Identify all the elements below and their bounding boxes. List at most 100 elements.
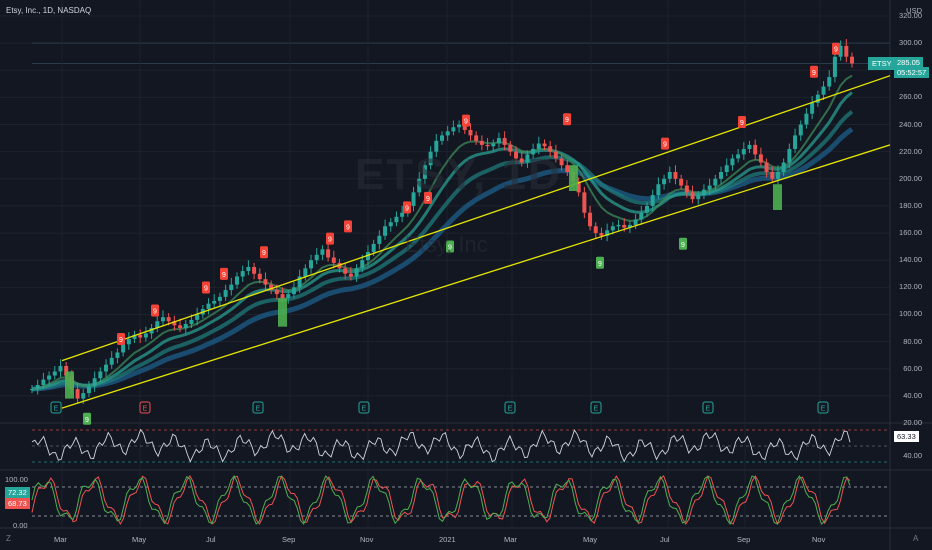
candle-body: [627, 224, 632, 228]
price-label: 120.00: [899, 282, 922, 292]
sell-signal-marker: [220, 267, 228, 280]
candle-body: [764, 162, 769, 173]
candle-body: [434, 140, 439, 152]
time-label: Nov: [812, 535, 826, 544]
candle-body: [132, 334, 137, 339]
earnings-marker: [358, 401, 370, 414]
earnings-marker: [817, 401, 829, 414]
sell-count-label: 9: [204, 285, 208, 292]
candle-body: [633, 219, 638, 225]
candle-body: [793, 135, 798, 149]
candle-body: [143, 333, 148, 338]
candle-body: [286, 294, 291, 299]
sell-count-label: 9: [346, 224, 350, 231]
candle-body: [650, 195, 655, 206]
candle-body: [64, 366, 69, 376]
candle-body: [576, 181, 581, 193]
price-label: 20.00: [903, 418, 922, 427]
sell-signal-marker: [661, 137, 669, 150]
ema-band-3: [31, 91, 853, 391]
candle-body: [679, 178, 684, 186]
candle-body: [775, 172, 780, 179]
candle-body: [639, 212, 644, 220]
bar-countdown-tag: 05:52:57: [894, 67, 930, 78]
earnings-label: E: [256, 406, 261, 413]
zoom-toggle-icon[interactable]: Z: [6, 534, 11, 543]
candle-body: [713, 178, 718, 186]
earnings-label: E: [821, 406, 826, 413]
candle-body: [138, 334, 143, 338]
earnings-marker: [252, 401, 264, 414]
candle-body: [109, 357, 114, 365]
price-label: 160.00: [899, 228, 922, 238]
candle-body: [542, 143, 547, 147]
candle-body: [548, 146, 553, 152]
candle-body: [41, 379, 46, 386]
candle-body: [240, 271, 245, 277]
candle-body: [326, 249, 331, 258]
candle-body: [838, 45, 843, 57]
time-label: Nov: [360, 535, 374, 544]
candle-body: [667, 172, 672, 179]
candle-body: [291, 287, 296, 295]
company-watermark: Etsy, Inc: [405, 232, 488, 257]
candle-body: [850, 56, 854, 64]
candle-body: [491, 143, 496, 147]
candle-body: [149, 328, 154, 334]
candle-body: [320, 249, 325, 255]
sell-signal-marker: [424, 191, 432, 204]
auto-scale-icon[interactable]: A: [913, 534, 919, 543]
sell-count-label: 9: [565, 117, 569, 124]
candle-body: [622, 224, 627, 228]
stoch-k-value-tag: 72.32: [5, 487, 30, 498]
candle-body: [229, 284, 234, 291]
symbol-watermark: ETSY, 1D: [355, 150, 562, 199]
candle-body: [104, 364, 109, 372]
candle-body: [309, 260, 314, 269]
candle-body: [155, 321, 160, 329]
candle-body: [496, 138, 501, 144]
earnings-label: E: [143, 406, 148, 413]
price-label: 100.00: [899, 309, 922, 319]
candle-body: [844, 45, 849, 57]
candle-body: [166, 317, 171, 322]
price-label: 240.00: [899, 119, 922, 129]
candle-body: [701, 189, 706, 196]
candle-body: [474, 135, 479, 141]
candle-body: [810, 102, 815, 114]
rsi-axis-label: 40.00: [903, 451, 922, 460]
candle-body: [58, 366, 63, 372]
earnings-marker: [590, 401, 602, 414]
candle-body: [303, 268, 308, 277]
candle-body: [189, 319, 194, 324]
candle-body: [269, 284, 274, 291]
symbol-header[interactable]: Etsy, Inc., 1D, NASDAQ: [6, 6, 92, 15]
earnings-marker: [139, 401, 151, 414]
candle-body: [428, 151, 433, 166]
signal-bar: [569, 165, 578, 192]
last-price-tag: 285.05: [894, 57, 923, 68]
candle-body: [217, 296, 222, 301]
candle-body: [815, 94, 820, 103]
sell-count-label: 9: [119, 337, 123, 344]
buy-count-label: 9: [85, 417, 89, 424]
earnings-label: E: [594, 406, 599, 413]
rsi-value-tag: 63.33: [894, 431, 919, 442]
candle-body: [684, 185, 689, 193]
candle-body: [485, 144, 490, 147]
sell-count-label: 9: [834, 47, 838, 54]
candle-body: [787, 148, 792, 163]
candle-body: [553, 151, 558, 159]
buy-signal-marker: [446, 240, 454, 253]
candle-body: [252, 266, 257, 274]
candle-body: [98, 371, 103, 379]
earnings-marker: [702, 401, 714, 414]
candle-body: [827, 77, 832, 87]
time-label: Jul: [206, 535, 216, 544]
candle-body: [30, 389, 34, 391]
candle-body: [610, 226, 615, 231]
candle-body: [525, 154, 530, 163]
candle-body: [804, 113, 809, 125]
candle-body: [314, 254, 319, 261]
